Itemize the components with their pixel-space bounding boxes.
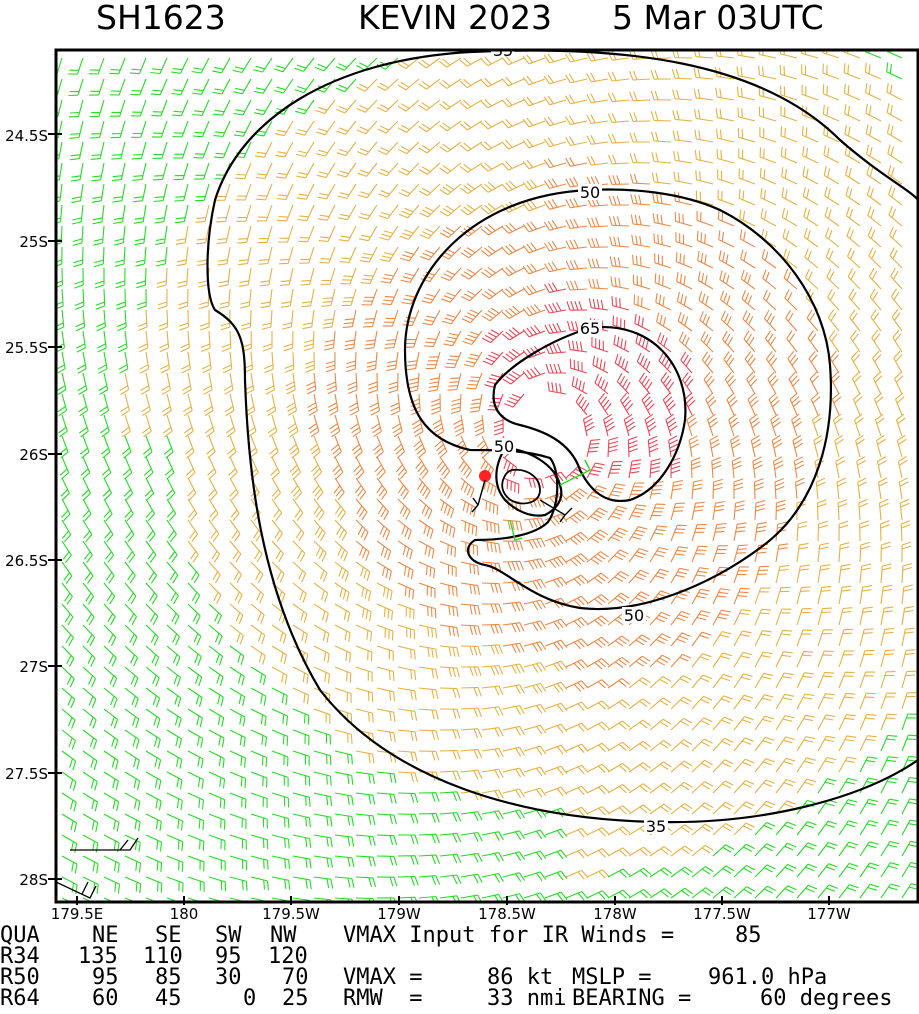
mslp-label: MSLP = <box>572 965 652 990</box>
storm-name: KEVIN 2023 <box>358 0 552 37</box>
table-row: R64 60 45 0 25 RMW = 33 nmi BEARING = 60… <box>0 986 919 1011</box>
radius-ne: 135 <box>78 944 118 969</box>
vmax-input-value: 85 <box>735 923 762 948</box>
radius-sw: 0 <box>243 986 257 1011</box>
lon-tick-label: 178.5W <box>478 905 536 923</box>
radius-sw: 30 <box>215 965 242 990</box>
radius-sw: 95 <box>215 944 242 969</box>
sw-header: SW <box>215 923 242 948</box>
lon-tick-label: 180 <box>169 905 199 923</box>
vmax-value: 86 kt <box>487 965 554 990</box>
wind-barbs <box>56 50 918 902</box>
lat-tick-label: 25S <box>19 233 48 251</box>
analysis-datetime: 5 Mar 03UTC <box>612 0 824 37</box>
se-header: SE <box>155 923 182 948</box>
radius-nw: 120 <box>268 944 308 969</box>
lon-tick-label: 179W <box>377 905 421 923</box>
bearing-label: BEARING = <box>572 986 692 1011</box>
lon-tick-label: 178W <box>593 905 637 923</box>
radius-label: R64 <box>0 986 40 1011</box>
table-row: R34 135 110 95 120 <box>0 944 919 969</box>
lat-tick-label: 28S <box>19 871 48 889</box>
plot-frame <box>54 48 919 904</box>
nw-header: NW <box>270 923 297 948</box>
lat-tick-label: 27.5S <box>5 765 48 783</box>
rmw-label: RMW = <box>343 986 423 1011</box>
radius-label: R50 <box>0 965 40 990</box>
vmax-label: VMAX = <box>343 965 423 990</box>
lat-tick-label: 24.5S <box>5 127 48 145</box>
radius-se: 110 <box>143 944 183 969</box>
mslp-value: 961.0 hPa <box>708 965 828 990</box>
contour-labels: 35 50 65 50 50 35 <box>491 41 668 836</box>
center-barbs <box>471 459 591 541</box>
contour-label-50-inner: 50 <box>494 437 514 456</box>
radius-nw: 70 <box>282 965 309 990</box>
lat-tick-label: 25.5S <box>5 339 48 357</box>
radius-ne: 95 <box>92 965 119 990</box>
storm-id: SH1623 <box>96 0 226 37</box>
lon-tick-label: 179.5E <box>50 905 104 923</box>
lon-tick-label: 177W <box>807 905 851 923</box>
contour-eye <box>501 468 541 505</box>
ne-header: NE <box>92 923 119 948</box>
lon-tick-label: 177.5W <box>693 905 751 923</box>
wind-radii-info-panel: QUA NE SE SW NW VMAX Input for IR Winds … <box>0 923 919 1011</box>
bearing-value: 60 degrees <box>760 986 893 1011</box>
contour-inner-ring <box>495 446 563 517</box>
contour-label-50-lower: 50 <box>624 606 644 625</box>
lon-tick-label: 179.5W <box>262 905 320 923</box>
radius-nw: 25 <box>282 986 309 1011</box>
quadrant-header: QUA <box>0 923 40 948</box>
radius-se: 45 <box>155 986 182 1011</box>
contour-label-35-top: 35 <box>493 41 513 60</box>
lat-tick-label: 26.5S <box>5 552 48 570</box>
storm-center-marker <box>479 470 491 482</box>
radius-label: R34 <box>0 944 40 969</box>
wind-field-map: 35 50 65 50 50 35 <box>48 41 919 905</box>
vmax-input-label: VMAX Input for IR Winds = <box>343 923 675 948</box>
lat-tick-label: 26S <box>19 446 48 464</box>
contour-label-35-bottom: 35 <box>646 817 666 836</box>
contour-65kt <box>492 325 687 503</box>
contour-50kt-outer <box>403 188 832 611</box>
radius-ne: 60 <box>92 986 119 1011</box>
contour-label-65: 65 <box>580 319 600 338</box>
lat-tick-label: 27S <box>19 658 48 676</box>
table-header-row: QUA NE SE SW NW VMAX Input for IR Winds … <box>0 923 919 948</box>
radius-se: 85 <box>155 965 182 990</box>
table-row: R50 95 85 30 70 VMAX = 86 kt MSLP = 961.… <box>0 965 919 990</box>
corner-barbs <box>56 837 139 899</box>
contour-label-50-upper: 50 <box>580 183 600 202</box>
chart-title: SH1623 KEVIN 2023 5 Mar 03UTC <box>0 0 919 42</box>
rmw-value: 33 nmi <box>487 986 567 1011</box>
